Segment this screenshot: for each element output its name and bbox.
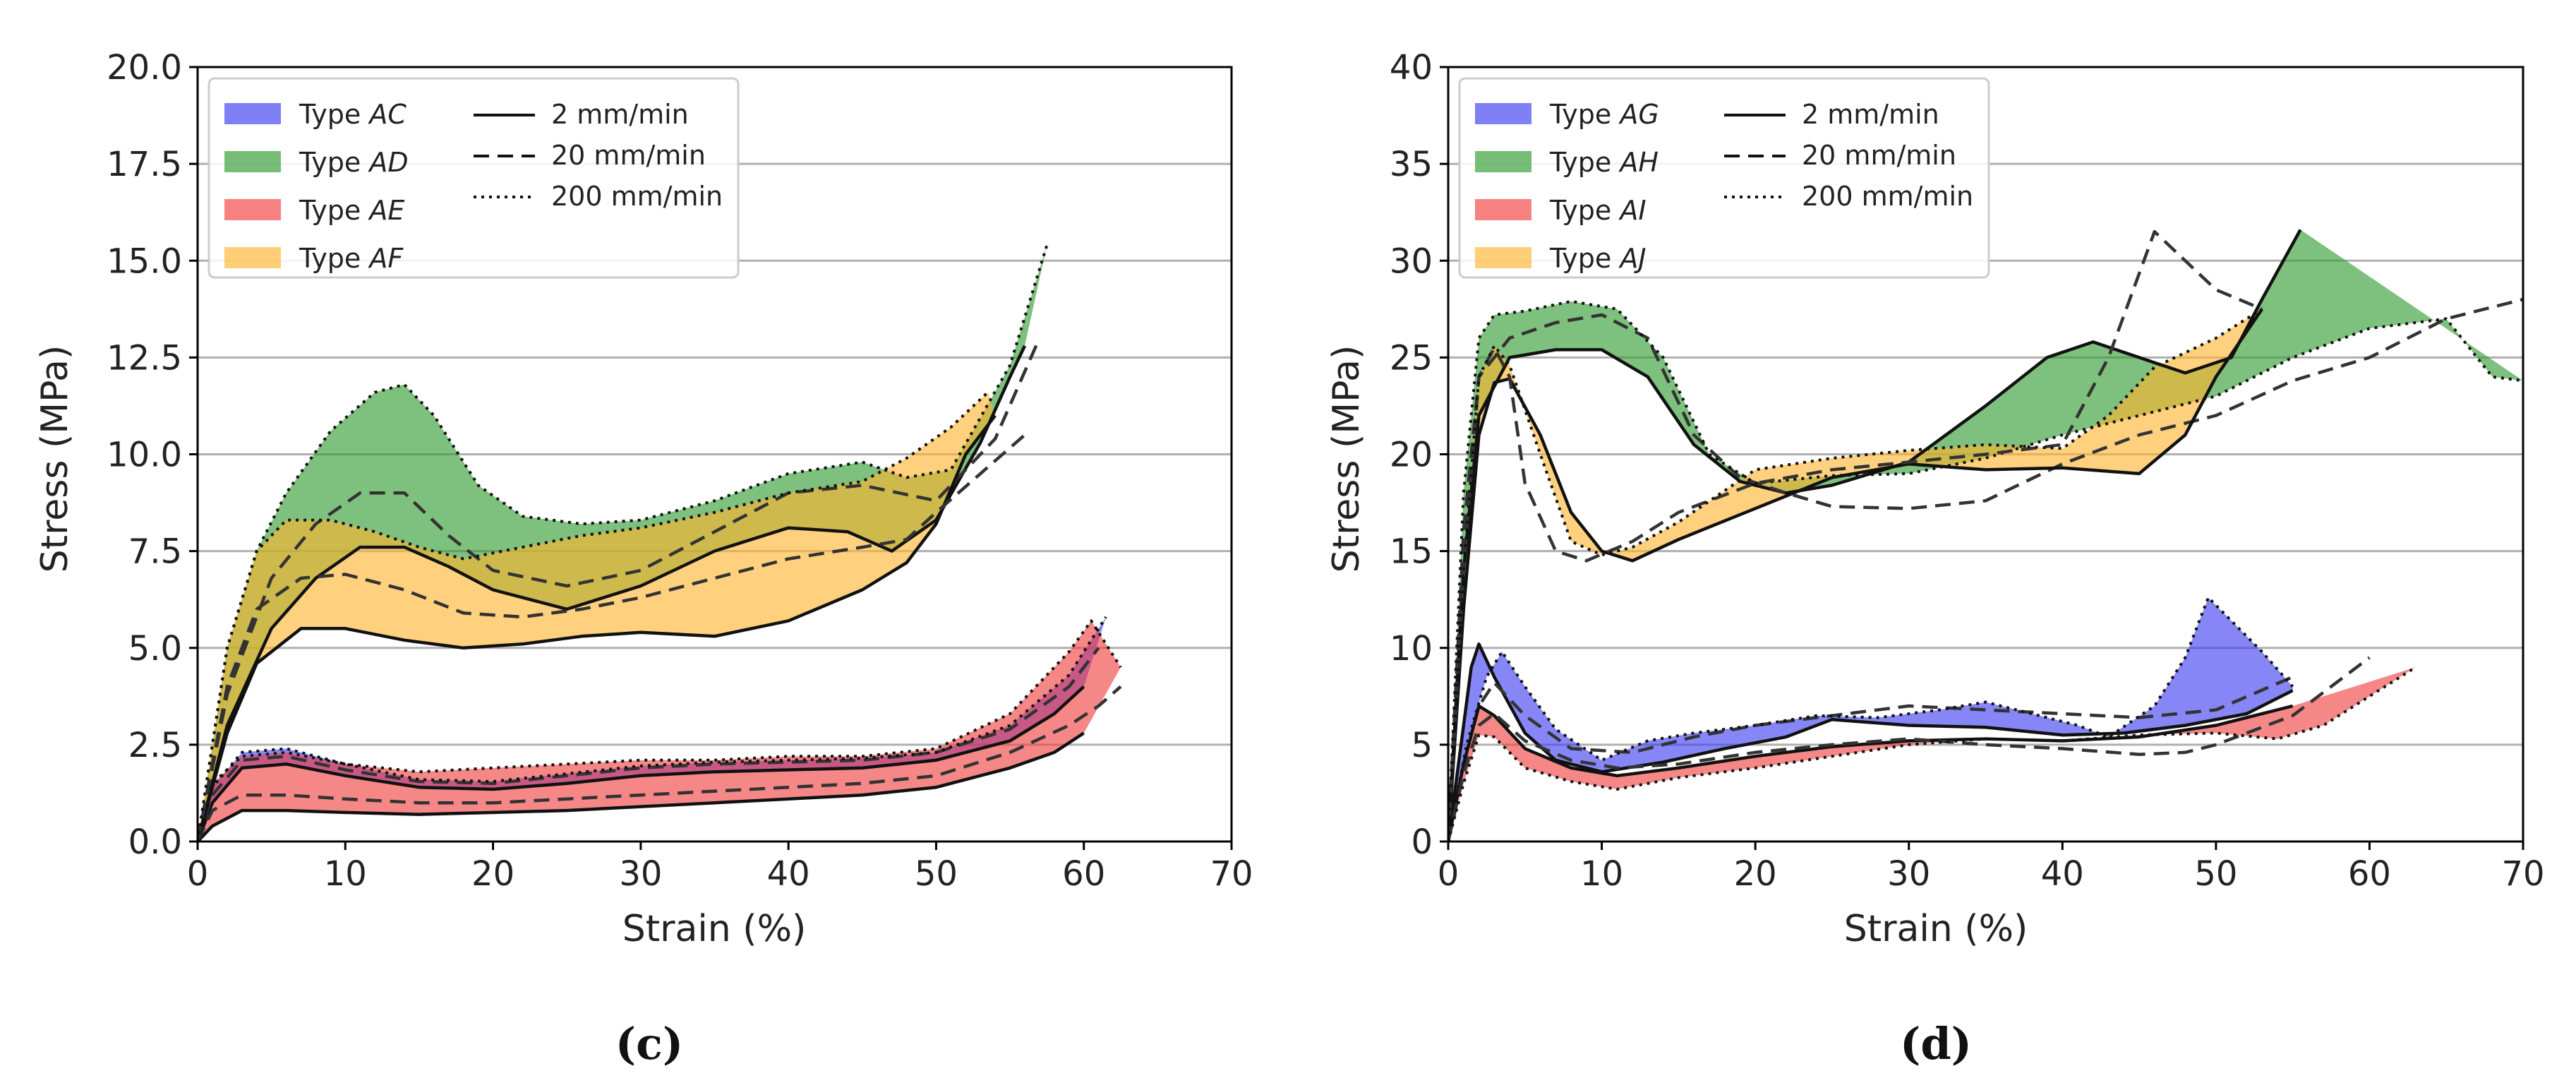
data-layer — [198, 244, 1122, 842]
x-tick-label: 50 — [2194, 854, 2237, 894]
x-tick-label: 30 — [619, 854, 662, 894]
x-tick-label: 10 — [1580, 854, 1623, 894]
curve-ag-2 — [1448, 642, 2294, 842]
legend-swatch-ai — [1475, 199, 1531, 220]
band-aj — [1448, 309, 2263, 842]
legend-label-af: Type AF — [299, 243, 404, 274]
legend-label-ad: Type AD — [299, 147, 409, 178]
x-tick-label: 30 — [1887, 854, 1930, 894]
curve-aj-2 — [1448, 308, 2263, 842]
y-tick-label: 2.5 — [128, 726, 182, 765]
curve-ad-20 — [198, 337, 1041, 842]
y-tick-label: 15.0 — [107, 241, 182, 281]
legend-speed-label: 200 mm/min — [551, 181, 723, 212]
legend-swatch-aj — [1475, 247, 1531, 268]
curve-ah-20 — [1448, 297, 2523, 842]
curve-af-20 — [198, 433, 1026, 842]
caption-d: (d) — [1900, 1018, 1972, 1070]
x-tick-label: 70 — [2501, 854, 2544, 894]
legend-speed-label: 2 mm/min — [551, 99, 689, 130]
y-tick-label: 5.0 — [128, 629, 182, 669]
x-tick-label: 20 — [471, 854, 514, 894]
legend: Type AC Type AD Type AE Type AF 2 mm/min 20 m… — [207, 77, 740, 279]
y-tick-label: 30 — [1390, 241, 1433, 281]
y-tick-label: 35 — [1390, 145, 1433, 184]
y-tick-label: 0.0 — [128, 822, 182, 862]
legend-swatch-ah — [1475, 151, 1531, 172]
data-layer — [1448, 229, 2523, 842]
legend: Type AG Type AH Type AI Type AJ 2 mm/min 20 m… — [1458, 77, 1990, 279]
curve-ah-2 — [1448, 229, 2302, 842]
curve-ai-20 — [1448, 656, 2371, 842]
x-tick-label: 0 — [1438, 854, 1459, 894]
legend-label-ah: Type AH — [1549, 147, 1659, 178]
x-tick-label: 20 — [1734, 854, 1777, 894]
x-tick-label: 40 — [767, 854, 810, 894]
legend-speed-label: 2 mm/min — [1802, 99, 1939, 130]
y-tick-label: 17.5 — [107, 145, 182, 184]
curve-ag-200 — [1448, 596, 2294, 842]
legend-speed-label: 200 mm/min — [1802, 181, 1973, 212]
x-tick-label: 10 — [324, 854, 367, 894]
curve-ag-20 — [1448, 675, 2294, 842]
panel-c: 0 10 20 30 40 50 60 70 0.0 2.5 5.0 7.5 10.0 12.5 15.0 1… — [34, 48, 1253, 1070]
legend-swatch-ad — [224, 151, 281, 172]
legend-label-aj: Type AJ — [1549, 243, 1647, 274]
y-tick-label: 5 — [1411, 726, 1433, 765]
y-axis-title-d: Stress (MPa) — [1325, 345, 1368, 573]
x-axis-title-d: Strain (%) — [1844, 908, 2028, 950]
y-tick-label: 20.0 — [107, 48, 182, 88]
curve-ac-2 — [198, 685, 1085, 842]
legend-swatch-ag — [1475, 103, 1531, 124]
legend-swatch-ae — [224, 199, 281, 220]
x-tick-label: 70 — [1210, 854, 1253, 894]
x-axis-title-c: Strain (%) — [622, 908, 807, 950]
x-tick-label: 40 — [2041, 854, 2084, 894]
y-tick-label: 20 — [1390, 436, 1433, 475]
y-tick-label: 10 — [1390, 629, 1433, 669]
curve-ai-200 — [1448, 666, 2416, 842]
y-tick-label: 25 — [1390, 338, 1433, 378]
band-af — [198, 392, 996, 842]
x-tick-label: 50 — [915, 854, 958, 894]
plot-area-c: 0 10 20 30 40 50 60 70 0.0 2.5 5.0 7.5 10.0 12.5 15.0 1… — [107, 48, 1253, 894]
y-axis-title-c: Stress (MPa) — [34, 345, 76, 573]
legend-label-ac: Type AC — [299, 99, 407, 130]
curve-af-200 — [198, 391, 989, 842]
curve-af-2 — [198, 414, 997, 842]
y-tick-label: 15 — [1390, 532, 1433, 572]
legend-box — [1458, 77, 1990, 279]
y-tick-label: 7.5 — [128, 532, 182, 572]
curve-ai-2 — [1448, 704, 2294, 842]
legend-label-ag: Type AG — [1549, 99, 1659, 130]
curve-ac-20 — [198, 647, 1100, 842]
curve-ac-200 — [198, 616, 1107, 842]
x-tick-label: 0 — [187, 854, 209, 894]
legend-swatch-ac — [224, 103, 281, 124]
legend-speed-label: 20 mm/min — [1802, 140, 1956, 171]
y-tick-label: 12.5 — [107, 338, 182, 378]
x-tick-label: 60 — [1062, 854, 1105, 894]
caption-c: (c) — [615, 1018, 683, 1070]
legend-swatch-af — [224, 247, 281, 268]
y-tick-label: 0 — [1411, 822, 1433, 862]
legend-box — [207, 77, 740, 279]
curve-aj-20 — [1448, 229, 2263, 842]
curve-ad-200 — [198, 244, 1049, 842]
legend-speed-label: 20 mm/min — [551, 140, 706, 171]
x-tick-label: 60 — [2348, 854, 2391, 894]
y-tick-label: 40 — [1390, 48, 1433, 88]
legend-label-ai: Type AI — [1549, 195, 1647, 226]
curve-ae-2 — [198, 731, 1085, 842]
y-tick-label: 10.0 — [107, 436, 182, 475]
band-ag — [1448, 597, 2293, 842]
curve-ae-20 — [198, 685, 1122, 842]
legend-label-ae: Type AE — [299, 195, 404, 226]
